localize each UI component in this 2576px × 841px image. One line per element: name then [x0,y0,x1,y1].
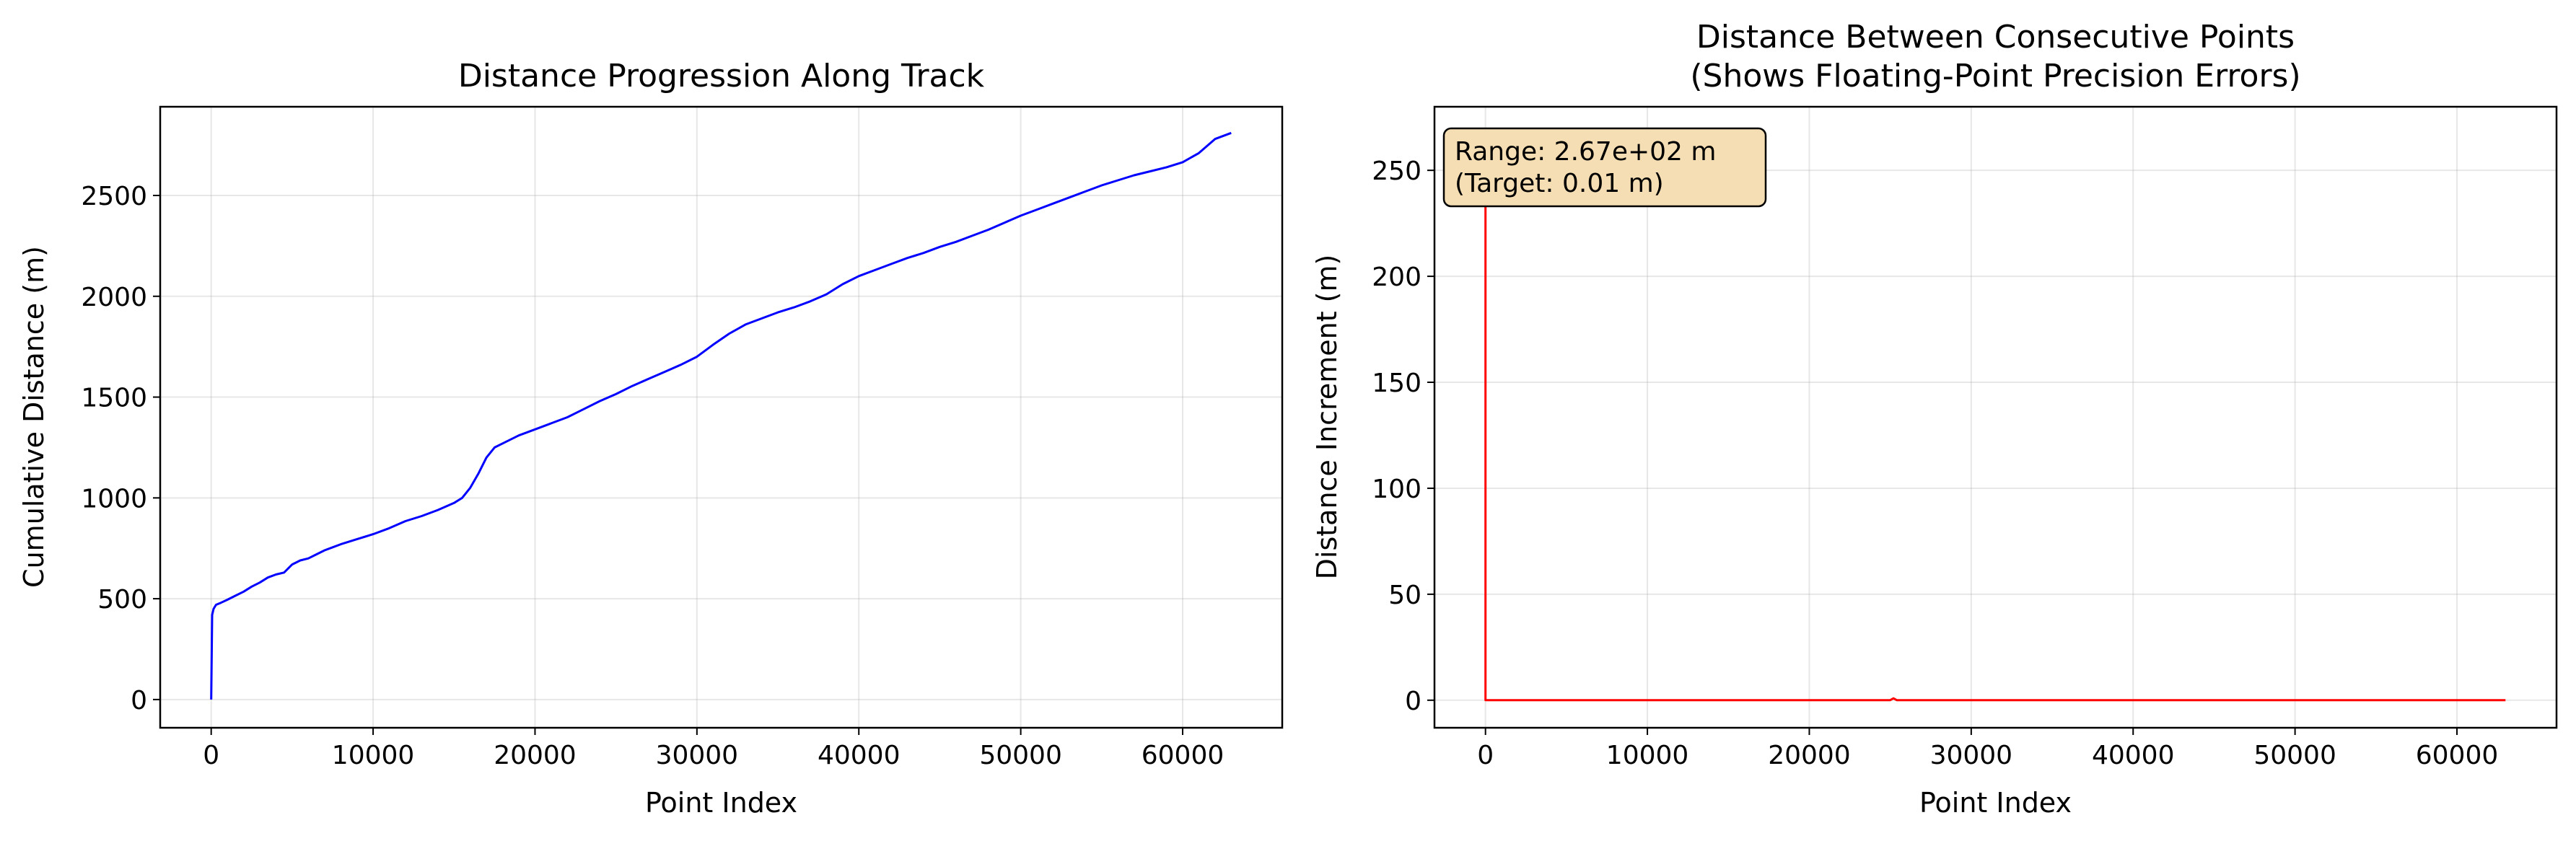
left-x-tick-label: 20000 [494,741,577,770]
left-chart-title: Distance Progression Along Track [458,58,985,94]
right-y-tick-label: 200 [1372,263,1421,292]
right-plot-frame [1433,105,2558,729]
left-y-tick-label: 1500 [81,384,147,413]
left-x-axis-label: Point Index [645,787,797,819]
left-y-ticks: 0 500 1000 1500 2000 2500 [81,182,160,715]
left-x-tick-label: 10000 [332,741,415,770]
left-y-tick-label: 1000 [81,484,147,514]
right-chart: 0 10000 20000 30000 40000 50000 60000 0 50 100 15… [1311,19,2558,819]
right-x-tick-label: 10000 [1606,741,1689,770]
left-chart: 0 10000 20000 30000 40000 50000 60000 0 500 1000… [18,58,1284,819]
left-y-tick-label: 0 [131,686,147,715]
left-x-tick-label: 40000 [818,741,901,770]
right-x-tick-label: 60000 [2416,741,2499,770]
right-x-tick-label: 0 [1477,741,1494,770]
left-grid [160,107,1282,728]
left-x-ticks: 0 10000 20000 30000 40000 50000 60000 [203,728,1224,770]
right-chart-title-line-2: (Shows Floating-Point Precision Errors) [1690,58,2300,94]
right-x-ticks: 0 10000 20000 30000 40000 50000 60000 [1477,728,2498,770]
right-x-tick-label: 20000 [1768,741,1851,770]
annotation-line-2: (Target: 0.01 m) [1455,169,1664,198]
right-x-tick-label: 40000 [2092,741,2175,770]
right-series-line [1484,134,2506,702]
right-y-tick-label: 150 [1372,369,1421,398]
left-y-tick-label: 2000 [81,283,147,312]
right-y-ticks: 0 50 100 150 200 250 [1372,157,1434,716]
right-x-tick-label: 30000 [1930,741,2013,770]
annotation-line-1: Range: 2.67e+02 m [1455,137,1716,167]
left-y-tick-label: 500 [97,585,147,615]
left-series-line [210,131,1232,700]
left-y-axis-label: Cumulative Distance (m) [18,246,50,588]
right-x-tick-label: 50000 [2253,741,2336,770]
left-series [210,131,1232,700]
right-chart-title-line-1: Distance Between Consecutive Points [1696,19,2295,56]
left-x-tick-label: 30000 [656,741,739,770]
right-y-tick-label: 100 [1372,475,1421,504]
range-annotation: Range: 2.67e+02 m (Target: 0.01 m) [1442,127,1767,208]
left-x-tick-label: 0 [203,741,219,770]
left-y-tick-label: 2500 [81,182,147,211]
right-x-axis-label: Point Index [1919,787,2072,819]
left-plot-frame [159,105,1284,729]
right-y-axis-label: Distance Increment (m) [1311,255,1343,580]
left-x-tick-label: 60000 [1142,741,1225,770]
right-y-tick-label: 50 [1388,581,1421,610]
right-y-tick-label: 0 [1405,687,1421,716]
right-series [1484,134,2506,702]
annotation-box [1442,127,1767,208]
left-x-tick-label: 50000 [979,741,1062,770]
right-y-tick-label: 250 [1372,157,1421,186]
